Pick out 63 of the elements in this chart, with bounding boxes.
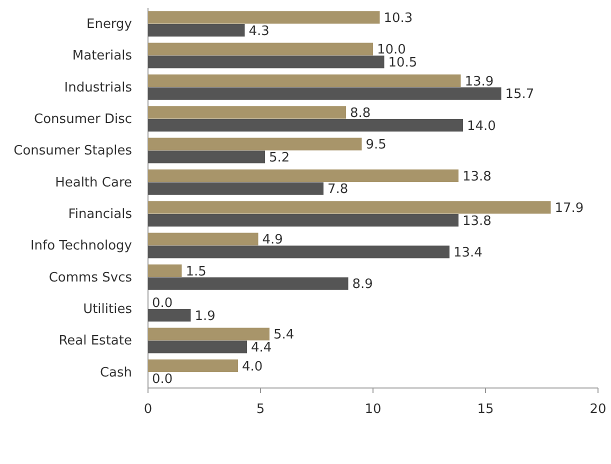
x-tick-label: 10 (364, 402, 382, 417)
bar (148, 214, 458, 227)
data-label: 0.0 (152, 372, 173, 388)
data-label: 13.4 (454, 245, 482, 260)
bar (148, 308, 191, 322)
x-tick-label: 5 (256, 402, 265, 417)
bar (148, 277, 348, 290)
data-label: 5.4 (274, 328, 294, 343)
data-label: 4.0 (242, 359, 263, 374)
data-label: 10.3 (384, 10, 413, 26)
bar (148, 264, 182, 278)
bar (148, 118, 463, 132)
data-label: 7.8 (328, 182, 348, 198)
y-tick-label: Comms Svcs (48, 270, 132, 286)
y-tick-label: Industrials (64, 80, 132, 96)
y-tick-label: Cash (100, 365, 132, 380)
bar (148, 87, 502, 100)
data-label: 8.9 (352, 277, 373, 292)
y-tick-label: Financials (68, 206, 132, 222)
data-label: 5.2 (269, 150, 290, 166)
data-label: 15.7 (505, 87, 534, 102)
y-tick-label: Consumer Disc (34, 112, 132, 127)
data-label: 10.5 (388, 55, 418, 70)
bar (148, 246, 450, 258)
bar (148, 24, 245, 37)
data-label: 13.8 (462, 214, 492, 229)
data-label: 4.3 (248, 24, 270, 39)
data-label: 4.9 (262, 232, 283, 248)
data-label: 0.0 (152, 296, 173, 311)
data-label: 10.0 (377, 42, 406, 58)
bar (148, 42, 373, 56)
bar (148, 150, 265, 164)
data-label: 4.4 (251, 340, 272, 356)
bar (148, 169, 458, 182)
data-label: 8.8 (350, 106, 371, 121)
data-label: 1.5 (186, 264, 206, 280)
x-tick-label: 0 (144, 402, 152, 417)
y-tick-label: Consumer Staples (14, 144, 132, 159)
data-label: 13.9 (464, 74, 494, 90)
bar (148, 74, 461, 88)
data-label: 9.5 (366, 138, 386, 153)
y-tick-label: Info Technology (30, 238, 132, 254)
bar (148, 232, 258, 246)
data-label: 13.8 (462, 169, 492, 184)
bar (148, 328, 270, 340)
bar (148, 201, 551, 214)
bar (148, 359, 238, 372)
x-tick-label: 15 (477, 402, 494, 417)
bar (148, 56, 384, 68)
y-tick-label: Energy (86, 16, 132, 32)
bar (148, 138, 362, 150)
data-label: 14.0 (467, 118, 496, 134)
y-tick-label: Utilities (83, 302, 132, 317)
bar (148, 182, 324, 195)
y-tick-label: Materials (72, 48, 132, 64)
bar (148, 11, 380, 24)
y-tick-label: Real Estate (58, 334, 132, 349)
y-tick-label: Health Care (55, 175, 132, 190)
data-label: 1.9 (194, 308, 216, 324)
bar (148, 340, 247, 354)
data-label: 17.9 (554, 200, 584, 216)
bar (148, 106, 346, 119)
x-tick-label: 20 (590, 402, 606, 417)
